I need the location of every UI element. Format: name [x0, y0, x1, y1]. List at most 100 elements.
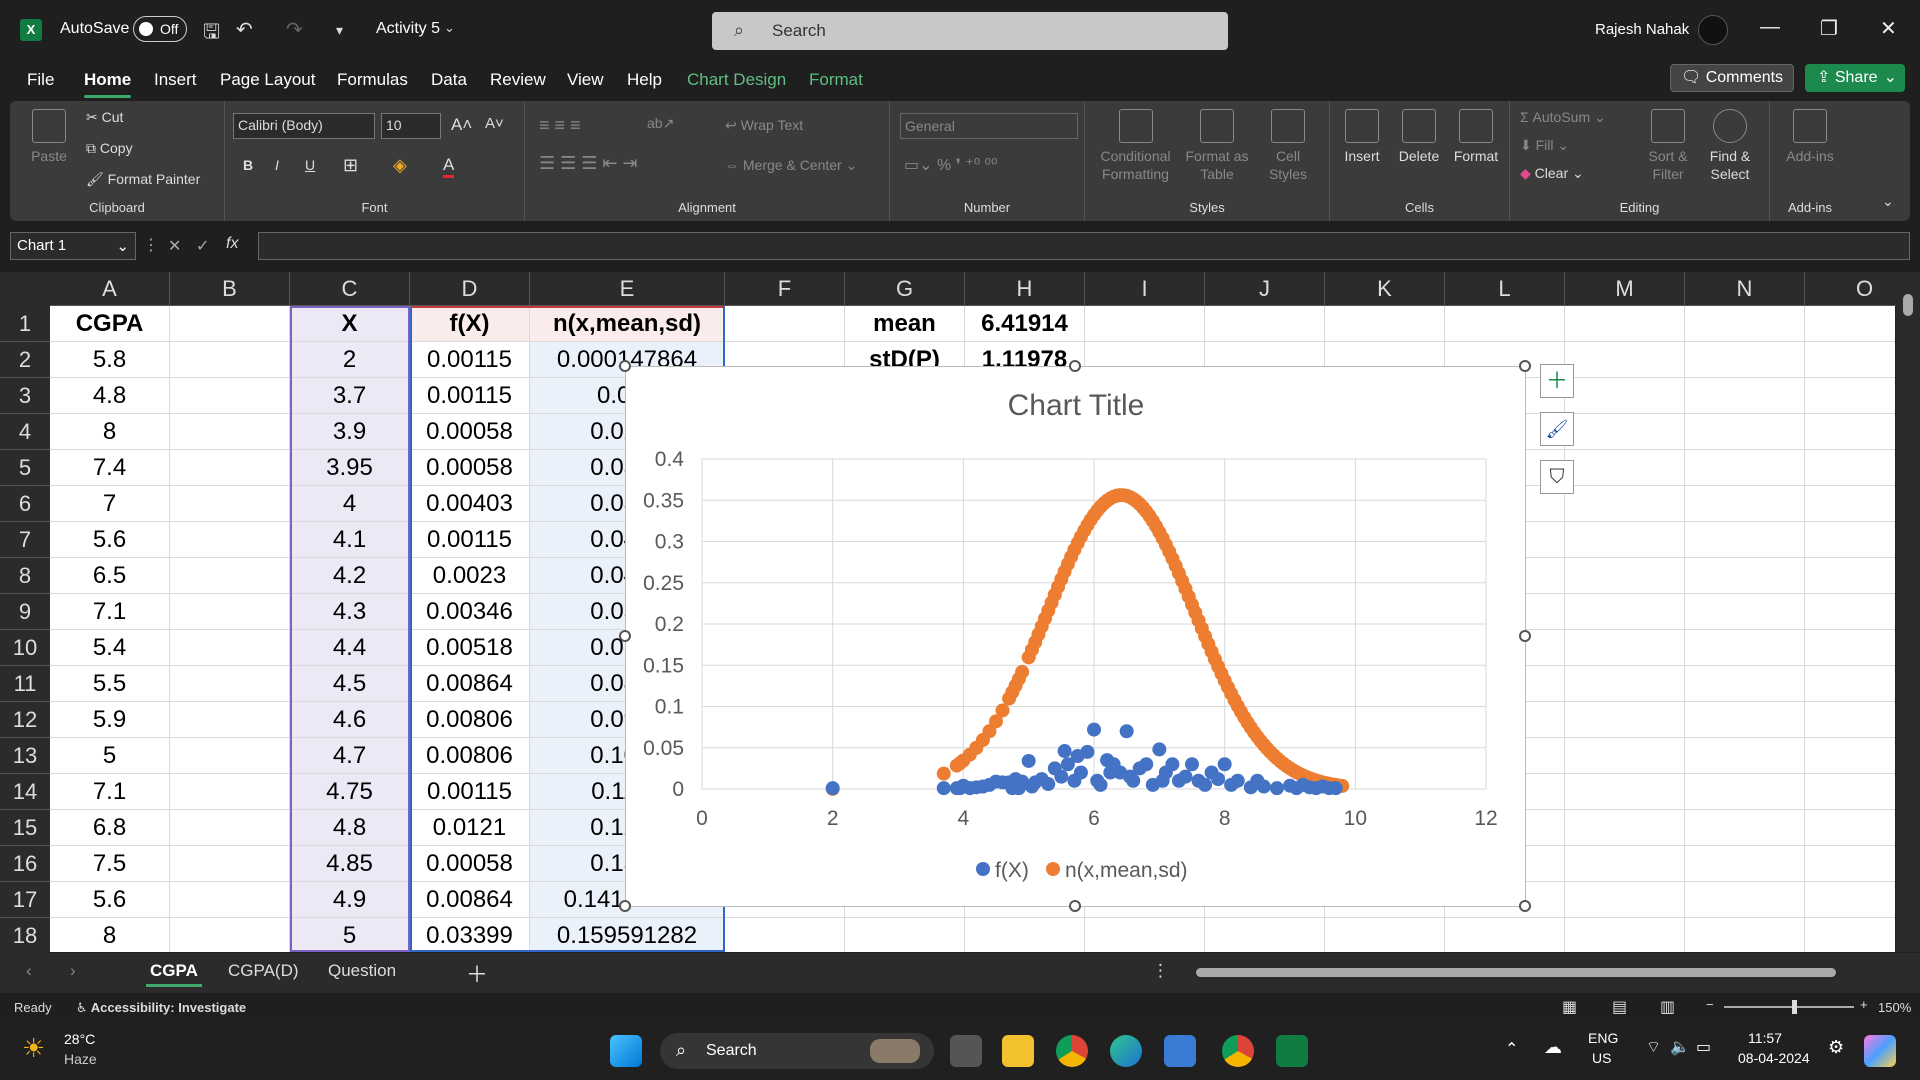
- page-layout-view-icon[interactable]: ▤: [1612, 999, 1628, 1016]
- tab-formulas[interactable]: Formulas: [337, 70, 408, 89]
- tab-help[interactable]: Help: [627, 70, 662, 89]
- column-header[interactable]: J: [1205, 272, 1325, 306]
- next-sheet-icon[interactable]: ›: [70, 961, 76, 980]
- cell[interactable]: 8: [50, 918, 170, 952]
- cell[interactable]: [1565, 702, 1685, 738]
- cell[interactable]: 0.0023: [410, 558, 530, 594]
- save-icon[interactable]: 🖫: [203, 21, 221, 43]
- excel-taskbar-icon[interactable]: [1276, 1035, 1308, 1067]
- sort-filter-button[interactable]: Sort & Filter: [1640, 109, 1696, 183]
- cell[interactable]: [1805, 450, 1895, 486]
- tab-review[interactable]: Review: [490, 70, 546, 89]
- formula-input[interactable]: [258, 232, 1910, 260]
- cell[interactable]: 4.9: [290, 882, 410, 918]
- delete-cells-button[interactable]: Delete: [1392, 109, 1446, 165]
- currency-icon[interactable]: ▭⌄ % ❜ ⁺⁰ ⁰⁰: [904, 157, 998, 174]
- cell[interactable]: 0.00806: [410, 738, 530, 774]
- row-header[interactable]: 13: [0, 738, 50, 774]
- customize-toolbar-icon[interactable]: ▾: [336, 22, 344, 38]
- cell[interactable]: 3.95: [290, 450, 410, 486]
- cell[interactable]: [1565, 306, 1685, 342]
- cell[interactable]: X: [290, 306, 410, 342]
- cell[interactable]: 4.8: [290, 810, 410, 846]
- undo-icon[interactable]: ↶: [236, 19, 253, 41]
- cell[interactable]: CGPA: [50, 306, 170, 342]
- enter-icon[interactable]: ✓: [196, 238, 210, 255]
- page-break-view-icon[interactable]: ▥: [1660, 999, 1676, 1016]
- column-header[interactable]: C: [290, 272, 410, 306]
- cell[interactable]: [1565, 738, 1685, 774]
- zoom-out-icon[interactable]: −: [1706, 997, 1714, 1012]
- cell[interactable]: [1685, 414, 1805, 450]
- row-header[interactable]: 3: [0, 378, 50, 414]
- align-top-icon[interactable]: ≡ ≡ ≡: [539, 115, 581, 135]
- battery-icon[interactable]: ▭: [1696, 1039, 1712, 1056]
- cell[interactable]: 6.8: [50, 810, 170, 846]
- cell[interactable]: [1445, 918, 1565, 952]
- chevron-up-icon[interactable]: ⌃: [1505, 1041, 1519, 1058]
- cell[interactable]: 0.159591282: [530, 918, 725, 952]
- column-header[interactable]: E: [530, 272, 725, 306]
- conditional-formatting-button[interactable]: Conditional Formatting: [1093, 109, 1178, 183]
- cell[interactable]: mean: [845, 306, 965, 342]
- column-header[interactable]: I: [1085, 272, 1205, 306]
- document-name[interactable]: Activity 5: [376, 20, 441, 37]
- cell[interactable]: [725, 306, 845, 342]
- cell[interactable]: 4.4: [290, 630, 410, 666]
- autosum-button[interactable]: Σ AutoSum ⌄: [1520, 109, 1606, 125]
- cell[interactable]: [1565, 342, 1685, 378]
- onedrive-icon[interactable]: ☁: [1544, 1037, 1562, 1057]
- cell[interactable]: [170, 342, 290, 378]
- bold-icon[interactable]: B: [243, 157, 254, 173]
- font-color-icon[interactable]: A: [443, 155, 455, 178]
- vertical-scrollbar[interactable]: [1896, 272, 1920, 952]
- row-header[interactable]: 5: [0, 450, 50, 486]
- cell[interactable]: [1805, 378, 1895, 414]
- cell[interactable]: [725, 918, 845, 952]
- cell[interactable]: [1805, 666, 1895, 702]
- cell[interactable]: [1685, 846, 1805, 882]
- row-header[interactable]: 6: [0, 486, 50, 522]
- fill-button[interactable]: ⬇ Fill ⌄: [1520, 137, 1570, 153]
- cell[interactable]: [1565, 666, 1685, 702]
- clear-button[interactable]: ◆ Clear ⌄: [1520, 165, 1584, 181]
- cell[interactable]: 0.00864: [410, 666, 530, 702]
- cell[interactable]: [1685, 378, 1805, 414]
- cell[interactable]: [845, 918, 965, 952]
- cell[interactable]: 0.00864: [410, 882, 530, 918]
- cell[interactable]: [170, 918, 290, 952]
- cell[interactable]: 5.9: [50, 702, 170, 738]
- cell[interactable]: [1565, 594, 1685, 630]
- cell[interactable]: 0.03399: [410, 918, 530, 952]
- weather-desc[interactable]: Haze: [64, 1051, 97, 1067]
- autosave-toggle[interactable]: Off: [133, 16, 187, 42]
- row-header[interactable]: 4: [0, 414, 50, 450]
- column-header[interactable]: K: [1325, 272, 1445, 306]
- cell[interactable]: [1805, 882, 1895, 918]
- clock-time[interactable]: 11:57: [1748, 1030, 1782, 1046]
- number-format-select[interactable]: General: [900, 113, 1078, 139]
- cell[interactable]: 5.6: [50, 522, 170, 558]
- cell[interactable]: [1685, 342, 1805, 378]
- weather-temp[interactable]: 28°C: [64, 1031, 96, 1047]
- search-box[interactable]: ⌕ Search: [712, 12, 1228, 50]
- row-header[interactable]: 17: [0, 882, 50, 918]
- collapse-ribbon-icon[interactable]: ⌄: [1882, 193, 1894, 209]
- row-header[interactable]: 2: [0, 342, 50, 378]
- cell[interactable]: f(X): [410, 306, 530, 342]
- resize-handle[interactable]: [619, 360, 631, 372]
- cell[interactable]: [1565, 774, 1685, 810]
- cell[interactable]: [1685, 486, 1805, 522]
- format-as-table-button[interactable]: Format as Table: [1182, 109, 1252, 183]
- cell[interactable]: [1565, 414, 1685, 450]
- store-icon[interactable]: [1164, 1035, 1196, 1067]
- cell[interactable]: 4.8: [50, 378, 170, 414]
- cell[interactable]: [1565, 450, 1685, 486]
- format-cells-button[interactable]: Format: [1448, 109, 1504, 165]
- column-header[interactable]: F: [725, 272, 845, 306]
- cancel-icon[interactable]: ✕: [168, 238, 182, 255]
- resize-handle[interactable]: [1519, 900, 1531, 912]
- sheet-tab-cgpa-d[interactable]: CGPA(D): [228, 961, 299, 980]
- chart-filters-button[interactable]: ⛉: [1540, 460, 1574, 494]
- tab-view[interactable]: View: [567, 70, 604, 89]
